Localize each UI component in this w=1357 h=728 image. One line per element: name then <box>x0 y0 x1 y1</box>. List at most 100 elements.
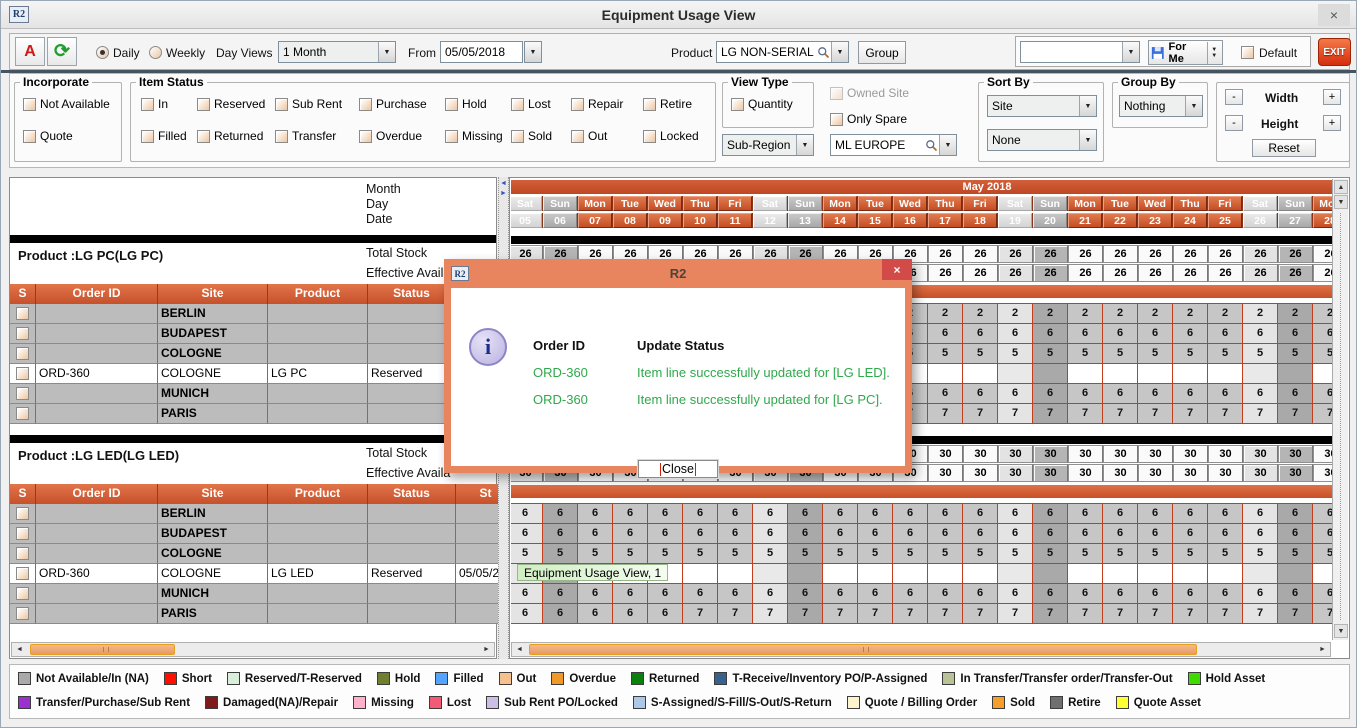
exit-button[interactable]: EXIT <box>1318 38 1351 66</box>
usage-cell[interactable]: 2 <box>1313 304 1333 324</box>
column-header[interactable]: Order ID <box>36 284 158 304</box>
usage-cell[interactable] <box>858 564 893 584</box>
usage-cell[interactable] <box>1313 564 1333 584</box>
usage-cell[interactable]: 6 <box>1278 504 1313 524</box>
day-name-cell[interactable]: Mon <box>1068 196 1102 211</box>
day-date-cell[interactable]: 28 <box>1313 213 1333 228</box>
checkbox-item[interactable]: Lost <box>511 97 561 111</box>
usage-cell[interactable]: 7 <box>1033 404 1068 424</box>
usage-cell[interactable]: 5 <box>858 544 893 564</box>
usage-cell[interactable]: 6 <box>1138 524 1173 544</box>
usage-cell[interactable]: 6 <box>1173 324 1208 344</box>
checkbox-item[interactable]: Reserved <box>197 97 265 111</box>
usage-cell[interactable] <box>823 564 858 584</box>
product-search-combo[interactable]: LG NON-SERIAL ▼ <box>716 41 849 63</box>
day-name-cell[interactable]: Sat <box>511 196 542 211</box>
checkbox[interactable] <box>23 129 36 143</box>
sub-region-select[interactable]: Sub-Region ▼ <box>722 134 814 156</box>
usage-cell[interactable]: 6 <box>613 584 648 604</box>
usage-cell[interactable] <box>1103 364 1138 384</box>
usage-cell[interactable]: 6 <box>683 504 718 524</box>
usage-cell[interactable]: 5 <box>1278 344 1313 364</box>
usage-cell[interactable]: 5 <box>1103 544 1138 564</box>
checkbox-item[interactable]: Hold <box>445 97 501 111</box>
usage-cell[interactable]: 6 <box>1068 384 1103 404</box>
width-plus-button[interactable]: + <box>1323 89 1341 105</box>
day-date-cell[interactable]: 26 <box>1243 213 1277 228</box>
usage-cell[interactable]: 5 <box>648 544 683 564</box>
usage-cell[interactable]: 6 <box>928 504 963 524</box>
checkbox[interactable] <box>141 97 154 111</box>
row-checkbox[interactable] <box>16 347 29 360</box>
day-name-cell[interactable]: Sun <box>788 196 822 211</box>
scroll-right-icon[interactable]: ► <box>483 646 490 653</box>
chevron-down-icon[interactable]: ▼ <box>378 42 395 62</box>
usage-cell[interactable] <box>1068 564 1103 584</box>
day-name-cell[interactable]: Sun <box>543 196 577 211</box>
usage-cell[interactable]: 7 <box>1033 604 1068 624</box>
day-views-select[interactable]: 1 Month ▼ <box>278 41 396 63</box>
usage-cell[interactable]: 2 <box>1208 304 1243 324</box>
usage-cell[interactable] <box>963 364 998 384</box>
usage-cell[interactable] <box>753 564 788 584</box>
usage-cell[interactable]: 6 <box>1243 384 1278 404</box>
column-header[interactable]: Product <box>268 284 368 304</box>
usage-cell[interactable] <box>998 564 1033 584</box>
day-name-cell[interactable]: Sun <box>1033 196 1067 211</box>
day-date-cell[interactable]: 24 <box>1173 213 1207 228</box>
usage-cell[interactable]: 6 <box>1103 324 1138 344</box>
checkbox-item[interactable]: Filled <box>141 129 187 143</box>
usage-cell[interactable] <box>928 564 963 584</box>
window-close-button[interactable]: × <box>1318 4 1350 26</box>
row-select-cell[interactable] <box>10 544 36 564</box>
usage-cell[interactable]: 5 <box>578 544 613 564</box>
usage-cell[interactable] <box>1243 564 1278 584</box>
row-checkbox[interactable] <box>16 587 29 600</box>
day-date-cell[interactable]: 05 <box>511 213 542 228</box>
usage-cell[interactable]: 7 <box>963 604 998 624</box>
usage-cell[interactable]: 7 <box>1173 604 1208 624</box>
usage-cell[interactable]: 5 <box>1033 344 1068 364</box>
usage-cell[interactable]: 6 <box>823 584 858 604</box>
usage-cell[interactable]: 7 <box>893 604 928 624</box>
chevron-down-icon[interactable]: ▼ <box>939 135 956 155</box>
usage-cell[interactable]: 7 <box>1103 404 1138 424</box>
usage-cell[interactable]: 7 <box>1173 404 1208 424</box>
from-date-field[interactable]: 05/05/2018 <box>440 41 523 63</box>
usage-cell[interactable]: 6 <box>578 504 613 524</box>
spinner-icon[interactable]: ▼ ▼ <box>1207 41 1220 64</box>
table-row[interactable]: MUNICH <box>10 384 456 404</box>
usage-cell[interactable] <box>788 564 823 584</box>
group-button[interactable]: Group <box>858 41 906 64</box>
day-date-cell[interactable]: 15 <box>858 213 892 228</box>
checkbox-item[interactable]: In <box>141 97 187 111</box>
usage-cell[interactable]: 6 <box>963 384 998 404</box>
usage-cell[interactable]: 5 <box>998 544 1033 564</box>
usage-cell[interactable]: 6 <box>1138 584 1173 604</box>
usage-cell[interactable] <box>683 564 718 584</box>
column-header[interactable]: Status <box>368 484 456 504</box>
usage-cell[interactable]: 6 <box>998 504 1033 524</box>
column-header[interactable]: Site <box>158 484 268 504</box>
horizontal-scrollbar[interactable]: ◄ ► <box>11 642 495 657</box>
scrollbar-track[interactable] <box>1340 213 1341 620</box>
usage-cell[interactable]: 6 <box>1313 504 1333 524</box>
usage-cell[interactable]: 6 <box>998 324 1033 344</box>
usage-cell[interactable] <box>893 564 928 584</box>
usage-cell[interactable]: 6 <box>578 524 613 544</box>
usage-cell[interactable]: 6 <box>1068 524 1103 544</box>
usage-cell[interactable] <box>718 564 753 584</box>
row-select-cell[interactable] <box>10 404 36 424</box>
usage-cell[interactable]: 6 <box>1313 584 1333 604</box>
table-row[interactable]: PARIS <box>10 404 456 424</box>
usage-cell[interactable]: 6 <box>1313 384 1333 404</box>
checkbox[interactable] <box>197 97 210 111</box>
usage-cell[interactable]: 6 <box>1313 524 1333 544</box>
usage-cell[interactable]: 6 <box>648 604 683 624</box>
usage-cell[interactable]: 5 <box>1243 544 1278 564</box>
usage-cell[interactable]: 6 <box>1033 524 1068 544</box>
usage-cell[interactable]: 6 <box>1173 584 1208 604</box>
usage-cell[interactable]: 7 <box>1313 604 1333 624</box>
usage-cell[interactable]: 2 <box>928 304 963 324</box>
usage-cell[interactable] <box>1278 364 1313 384</box>
